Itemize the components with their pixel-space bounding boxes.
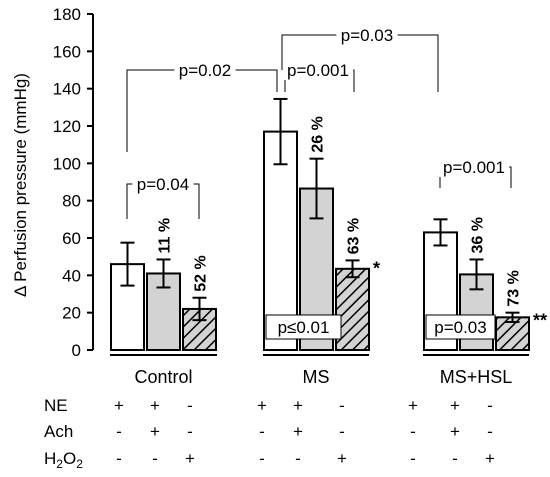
bracket-label-bg [336,26,398,45]
treatment-value: - [259,422,265,441]
bracket-label-bg [132,175,194,194]
treatment-label-part: H [44,449,56,468]
bracket-label-bg [282,61,354,80]
treatment-value: + [450,396,460,415]
pvalue-box [265,314,342,340]
group-label: Control [134,367,192,387]
treatment-value: + [293,422,303,441]
pvalue-box-label: p=0.03 [434,318,486,337]
y-tick-label: 80 [62,192,81,211]
y-tick-label: 100 [53,154,81,173]
y-tick-label: 40 [62,266,81,285]
treatment-value: - [116,422,122,441]
group-label: MS [303,367,330,387]
bracket-label: p=0.02 [179,61,231,80]
y-tick-label: 180 [53,5,81,24]
bracket-label: p=0.04 [137,175,189,194]
significance-brackets: p=0.04 p=0.02 p=0.001 p=0.03 p=0.001 [126,26,512,219]
treatment-label: NE [44,396,68,415]
treatment-value: + [114,396,124,415]
significance-star: ** [533,311,547,331]
treatment-value: - [152,449,158,468]
treatment-value: - [295,449,301,468]
treatment-value: + [485,449,495,468]
bar-annotations: 11 %52 %26 %63 % 36 %73 %***p≤0.01 p=0.03 [157,116,547,340]
treatment-value: - [452,449,458,468]
bar [263,130,298,351]
treatment-value: + [450,422,460,441]
treatment-value: + [408,396,418,415]
treatment-label-part: O [63,449,76,468]
treatment-value: + [185,449,195,468]
treatment-label-part: 2 [56,457,63,471]
treatment-value: - [339,422,345,441]
treatment-label-part: 2 [76,457,83,471]
treatment-value: - [187,422,193,441]
y-tick-label: 120 [53,117,81,136]
treatment-value: - [259,449,265,468]
percent-label: 63 % [346,218,363,254]
y-tick-label: 60 [62,229,81,248]
treatment-label: Ach [44,422,73,441]
treatment-value: - [410,422,416,441]
percent-label: 73 % [506,270,523,306]
y-tick-label: 160 [53,42,81,61]
y-tick-label: 0 [72,341,81,360]
treatment-value: + [150,396,160,415]
bar [495,316,530,352]
group-label: MS+HSL [440,367,513,387]
treatment-value: + [337,449,347,468]
treatment-value: - [487,422,493,441]
pvalue-box [425,314,496,340]
y-tick-label: 20 [62,304,81,323]
bracket-label-bg [438,158,510,177]
percent-label: 11 % [157,218,174,254]
percent-label: 26 % [310,116,327,152]
axes: 0 20 40 60 80 100 120 140 160 180 Δ Perfusion pres… [11,5,94,360]
significance-bracket [126,69,278,152]
bracket-label-bg [174,61,236,80]
bracket-label: p=0.03 [341,26,393,45]
percent-label: 36 % [470,217,487,253]
y-tick-label: 140 [53,80,81,99]
treatment-value: - [339,396,345,415]
percent-label: 52 % [193,255,210,291]
treatment-value: + [150,422,160,441]
y-axis-title: Δ Perfusion pressure (mmHg) [11,73,30,297]
bracket-label: p=0.001 [287,61,349,80]
treatment-value: - [487,396,493,415]
significance-star: * [373,258,380,278]
treatment-value: - [116,449,122,468]
pvalue-box-label: p≤0.01 [278,318,330,337]
bracket-label: p=0.001 [443,158,505,177]
treatment-label: H2O2 [44,449,83,471]
treatment-value: - [410,449,416,468]
treatment-table: NE + + - + + - + + -Ach - + - - + - - + -H2O2- - + - - + - - + [44,396,495,471]
treatment-value: - [187,396,193,415]
treatment-value: + [293,396,303,415]
treatment-value: + [257,396,267,415]
